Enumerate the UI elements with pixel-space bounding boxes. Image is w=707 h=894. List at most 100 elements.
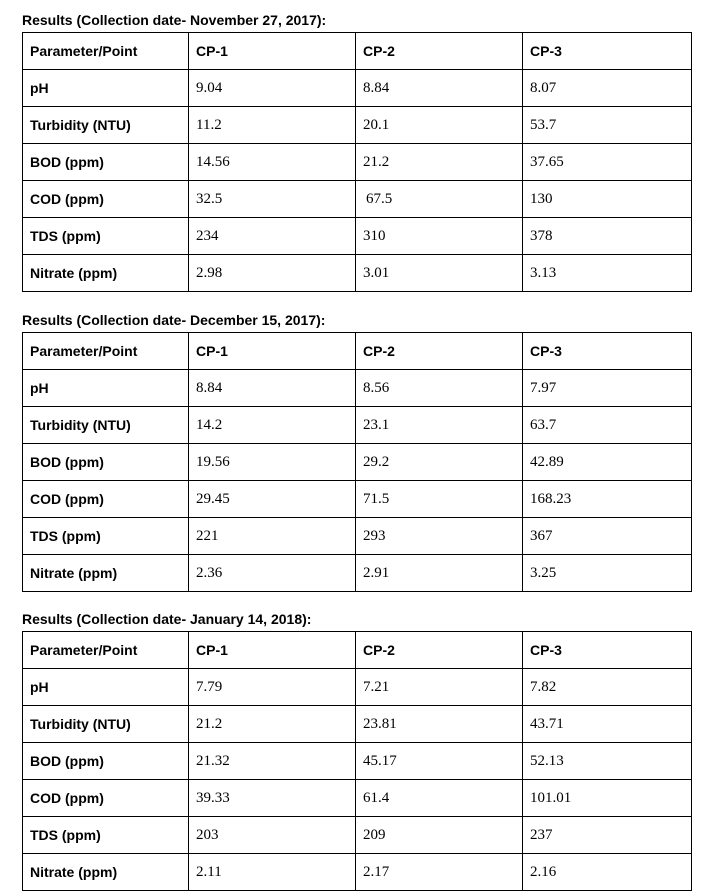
value-cell: 3.13 xyxy=(522,254,692,292)
value-cell: 8.84 xyxy=(188,369,356,407)
value-cell: 2.91 xyxy=(355,554,523,592)
value-cell: 42.89 xyxy=(522,443,692,481)
parameter-cell: pH xyxy=(22,369,189,407)
value-cell: 168.23 xyxy=(522,480,692,518)
value-cell: 53.7 xyxy=(522,106,692,144)
value-cell: 21.32 xyxy=(188,742,356,780)
value-cell: 2.98 xyxy=(188,254,356,292)
value-cell: 378 xyxy=(522,217,692,255)
parameter-cell: COD (ppm) xyxy=(22,480,189,518)
table-row: pH 9.04 8.84 8.07 xyxy=(22,69,692,107)
value-cell: 21.2 xyxy=(188,705,356,743)
table-row: COD (ppm) 32.5 67.5 130 xyxy=(22,180,692,218)
value-cell: 21.2 xyxy=(355,143,523,181)
value-cell: 23.1 xyxy=(355,406,523,444)
value-cell: 37.65 xyxy=(522,143,692,181)
value-cell: 7.97 xyxy=(522,369,692,407)
value-cell: 45.17 xyxy=(355,742,523,780)
parameter-cell: Turbidity (NTU) xyxy=(22,106,189,144)
value-cell: 7.82 xyxy=(522,668,692,706)
value-cell: 8.84 xyxy=(355,69,523,107)
header-cell: CP-2 xyxy=(355,32,523,70)
value-cell: 29.45 xyxy=(188,480,356,518)
parameter-cell: Nitrate (ppm) xyxy=(22,254,189,292)
value-cell: 11.2 xyxy=(188,106,356,144)
value-cell: 23.81 xyxy=(355,705,523,743)
parameter-cell: BOD (ppm) xyxy=(22,742,189,780)
table-row: BOD (ppm) 19.56 29.2 42.89 xyxy=(22,443,692,481)
table-row: TDS (ppm) 221 293 367 xyxy=(22,517,692,555)
results-table: Parameter/Point CP-1 CP-2 CP-3 pH 8.84 8… xyxy=(22,332,692,592)
parameter-cell: COD (ppm) xyxy=(22,180,189,218)
value-cell: 8.07 xyxy=(522,69,692,107)
value-cell: 67.5 xyxy=(355,180,523,218)
table-row: Nitrate (ppm) 2.36 2.91 3.25 xyxy=(22,554,692,592)
value-cell: 203 xyxy=(188,816,356,854)
value-cell: 63.7 xyxy=(522,406,692,444)
value-cell: 3.01 xyxy=(355,254,523,292)
table-row: BOD (ppm) 14.56 21.2 37.65 xyxy=(22,143,692,181)
results-table: Parameter/Point CP-1 CP-2 CP-3 pH 7.79 7… xyxy=(22,631,692,891)
table-header-row: Parameter/Point CP-1 CP-2 CP-3 xyxy=(22,32,692,70)
value-cell: 9.04 xyxy=(188,69,356,107)
value-cell: 2.36 xyxy=(188,554,356,592)
value-cell: 2.16 xyxy=(522,853,692,891)
parameter-cell: COD (ppm) xyxy=(22,779,189,817)
value-cell: 234 xyxy=(188,217,356,255)
value-cell: 2.17 xyxy=(355,853,523,891)
value-cell: 3.25 xyxy=(522,554,692,592)
header-cell: CP-1 xyxy=(188,631,356,669)
value-cell: 61.4 xyxy=(355,779,523,817)
parameter-cell: BOD (ppm) xyxy=(22,443,189,481)
value-cell: 20.1 xyxy=(355,106,523,144)
value-cell: 7.79 xyxy=(188,668,356,706)
table-row: COD (ppm) 39.33 61.4 101.01 xyxy=(22,779,692,817)
value-cell: 14.56 xyxy=(188,143,356,181)
results-table: Parameter/Point CP-1 CP-2 CP-3 pH 9.04 8… xyxy=(22,32,692,292)
value-cell: 14.2 xyxy=(188,406,356,444)
value-cell: 52.13 xyxy=(522,742,692,780)
table-row: pH 7.79 7.21 7.82 xyxy=(22,668,692,706)
value-cell: 43.71 xyxy=(522,705,692,743)
value-cell: 293 xyxy=(355,517,523,555)
header-cell: CP-1 xyxy=(188,332,356,370)
parameter-cell: Turbidity (NTU) xyxy=(22,406,189,444)
table-row: Nitrate (ppm) 2.98 3.01 3.13 xyxy=(22,254,692,292)
value-cell: 310 xyxy=(355,217,523,255)
table-row: Turbidity (NTU) 11.2 20.1 53.7 xyxy=(22,106,692,144)
value-cell: 101.01 xyxy=(522,779,692,817)
value-cell: 130 xyxy=(522,180,692,218)
parameter-cell: pH xyxy=(22,69,189,107)
value-cell: 71.5 xyxy=(355,480,523,518)
header-cell: CP-1 xyxy=(188,32,356,70)
header-cell: CP-3 xyxy=(522,32,692,70)
value-cell: 29.2 xyxy=(355,443,523,481)
parameter-cell: BOD (ppm) xyxy=(22,143,189,181)
value-cell: 8.56 xyxy=(355,369,523,407)
value-cell: 221 xyxy=(188,517,356,555)
table-row: BOD (ppm) 21.32 45.17 52.13 xyxy=(22,742,692,780)
table-row: Turbidity (NTU) 21.2 23.81 43.71 xyxy=(22,705,692,743)
parameter-cell: TDS (ppm) xyxy=(22,816,189,854)
header-cell: CP-2 xyxy=(355,631,523,669)
parameter-cell: Nitrate (ppm) xyxy=(22,554,189,592)
table-header-row: Parameter/Point CP-1 CP-2 CP-3 xyxy=(22,631,692,669)
table-row: Nitrate (ppm) 2.11 2.17 2.16 xyxy=(22,853,692,891)
header-cell: Parameter/Point xyxy=(22,332,189,370)
value-cell: 7.21 xyxy=(355,668,523,706)
header-cell: Parameter/Point xyxy=(22,32,189,70)
table-row: Turbidity (NTU) 14.2 23.1 63.7 xyxy=(22,406,692,444)
table-row: TDS (ppm) 203 209 237 xyxy=(22,816,692,854)
value-cell: 2.11 xyxy=(188,853,356,891)
table-row: TDS (ppm) 234 310 378 xyxy=(22,217,692,255)
table-caption: Results (Collection date- November 27, 2… xyxy=(22,12,327,28)
parameter-cell: pH xyxy=(22,668,189,706)
parameter-cell: TDS (ppm) xyxy=(22,517,189,555)
value-cell: 237 xyxy=(522,816,692,854)
table-caption: Results (Collection date- December 15, 2… xyxy=(22,312,326,328)
header-cell: Parameter/Point xyxy=(22,631,189,669)
value-cell: 367 xyxy=(522,517,692,555)
parameter-cell: Nitrate (ppm) xyxy=(22,853,189,891)
header-cell: CP-2 xyxy=(355,332,523,370)
parameter-cell: Turbidity (NTU) xyxy=(22,705,189,743)
